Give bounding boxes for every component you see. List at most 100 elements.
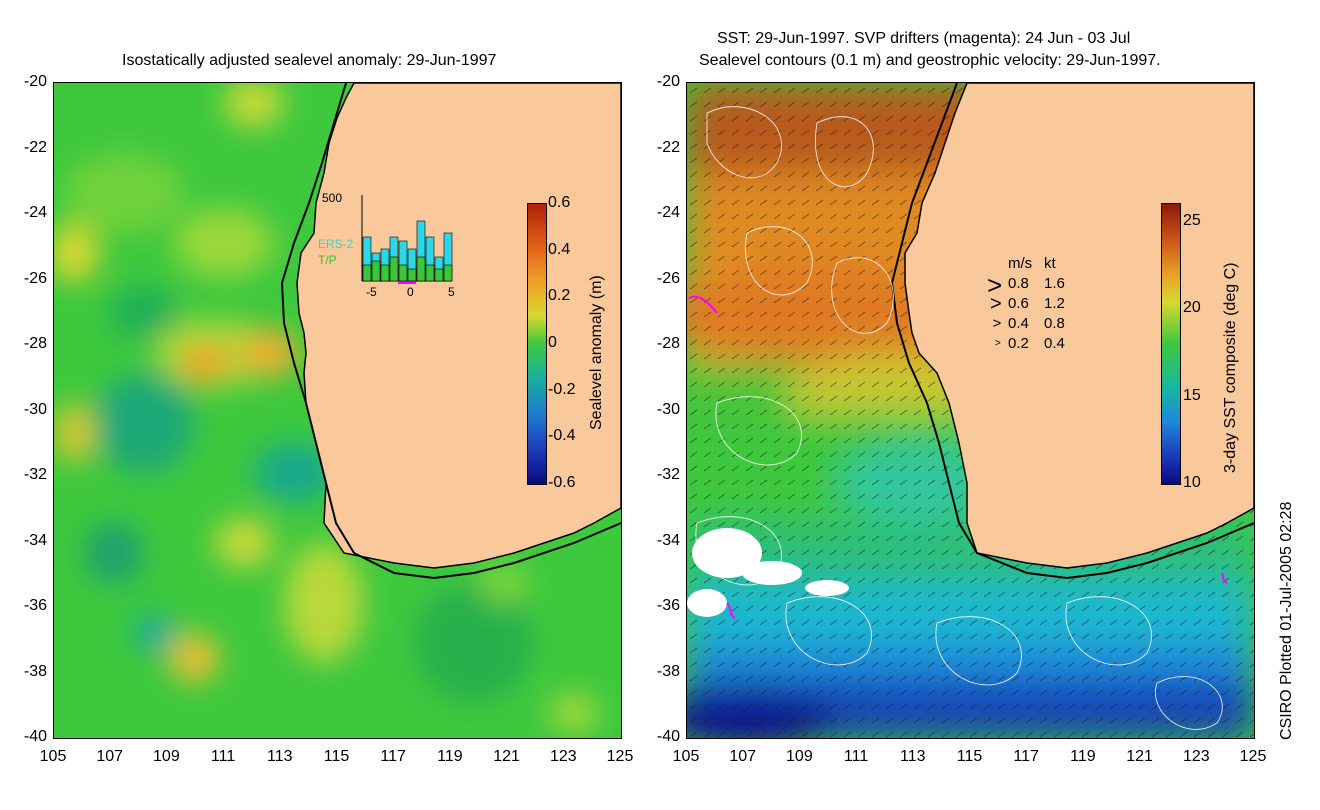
inset-tp-bar <box>443 264 453 282</box>
left_panel-x-tick: 117 <box>380 748 406 765</box>
velocity-legend: m/s kt >0.8 1.6 >0.6 1.2 >0.4 0.8 >0.2 0.4 <box>980 255 1090 355</box>
inset-tp-bar <box>398 264 408 282</box>
left_panel-x-tick: 109 <box>153 748 180 765</box>
sst-colorbar <box>1161 203 1181 485</box>
right_panel-y-tick: -40 <box>656 728 680 745</box>
sealevel-colorbar <box>527 203 547 485</box>
right_panel-y-tick: -28 <box>656 335 680 352</box>
inset-tp-bar <box>416 256 426 282</box>
right_panel-x-tick: 125 <box>1239 748 1267 765</box>
inset-tp-label: T/P <box>318 253 337 267</box>
left_panel-y-tick: -34 <box>23 531 47 549</box>
velocity-arrow-icon: > <box>990 292 1002 315</box>
right_panel-y-tick: -20 <box>656 73 680 90</box>
right_panel-x-tick: 107 <box>729 748 757 765</box>
right_panel-x-tick: 111 <box>843 748 869 765</box>
left_panel-colorbar-tick: 0 <box>548 334 557 351</box>
velocity-legend-header-ms: m/s <box>1008 255 1033 272</box>
right_panel-x-tick: 115 <box>956 748 983 765</box>
left_panel-x-tick: 119 <box>437 748 463 765</box>
inset-ers2-label: ERS-2 <box>318 237 354 251</box>
left_panel-y-tick: -36 <box>23 597 47 614</box>
left_panel-x-tick: 113 <box>267 748 293 765</box>
left_panel-y-tick: -26 <box>23 269 47 287</box>
velocity-legend-ms: 0.2 <box>1008 335 1029 352</box>
inset-tp-bar <box>434 268 444 282</box>
right_panel-y-tick: -30 <box>656 400 680 418</box>
sealevel-anomaly-map <box>53 82 622 739</box>
right_panel-x-tick: 117 <box>1013 748 1039 765</box>
left_panel-x-tick: 111 <box>210 748 236 765</box>
track-histogram-inset: 500 ERS-2 T/P -5 0 5 <box>310 185 470 305</box>
sst-map <box>686 82 1255 739</box>
sealevel-anomaly-map-svg <box>54 83 621 738</box>
velocity-arrow-icon: > <box>995 337 1001 349</box>
left_panel-y-tick: -20 <box>23 73 47 90</box>
left-panel-title: Isostatically adjusted sealevel anomaly:… <box>122 52 497 69</box>
right_panel-y-tick: -24 <box>656 204 680 221</box>
inset-histogram-svg <box>361 195 453 284</box>
right_panel-y-tick: -36 <box>656 597 680 614</box>
right_panel-x-tick: 113 <box>900 748 926 765</box>
left_panel-y-tick: -38 <box>23 662 47 680</box>
inset-tp-bar <box>380 264 390 282</box>
right_panel-x-tick: 105 <box>672 748 700 765</box>
left_panel-colorbar-tick: 0.4 <box>548 240 571 258</box>
footer-plot-credit: CSIRO Plotted 01-Jul-2005 02:28 <box>1278 501 1295 740</box>
right_panel-colorbar-tick: 25 <box>1183 211 1201 229</box>
inset-y-max-label: 500 <box>322 191 343 205</box>
left_panel-y-tick: -22 <box>23 138 47 156</box>
left_panel-x-tick: 115 <box>323 748 350 765</box>
left_panel-x-tick: 125 <box>606 748 634 765</box>
velocity-legend-kt: 0.4 <box>1044 335 1065 352</box>
velocity-legend-kt: 0.8 <box>1044 315 1065 332</box>
right_panel-y-tick: -32 <box>656 466 680 483</box>
velocity-arrow-icon: > <box>987 269 1003 300</box>
right_panel-y-tick: -26 <box>656 269 680 287</box>
right_panel-y-tick: -22 <box>656 138 680 156</box>
right_panel-y-tick: -34 <box>656 531 680 549</box>
left_panel-x-tick: 123 <box>549 748 577 765</box>
left_panel-y-tick: -30 <box>23 400 47 418</box>
inset-x-tick: 0 <box>407 285 414 299</box>
left_panel-y-tick: -24 <box>23 204 47 221</box>
right_panel-x-tick: 109 <box>786 748 813 765</box>
left_panel-x-tick: 121 <box>493 748 520 765</box>
inset-tp-bar <box>407 268 417 282</box>
right-panel-title-line1: SST: 29-Jun-1997. SVP drifters (magenta)… <box>717 30 1131 47</box>
left_panel-y-tick: -40 <box>23 728 47 745</box>
left_panel-x-tick: 105 <box>39 748 67 765</box>
velocity-legend-ms: 0.6 <box>1008 295 1029 312</box>
velocity-arrow-icon: > <box>992 315 1002 332</box>
left_panel-x-tick: 107 <box>96 748 124 765</box>
left_panel-colorbar-tick: -0.4 <box>548 427 576 445</box>
velocity-legend-kt: 1.2 <box>1044 295 1065 312</box>
right_panel-x-tick: 121 <box>1126 748 1153 765</box>
left_panel-colorbar-tick: 0.2 <box>548 287 571 305</box>
left_panel-colorbar-tick: -0.6 <box>548 474 576 491</box>
sst-colorbar-label: 3-day SST composite (deg C) <box>1222 262 1239 473</box>
sst-map-svg <box>687 83 1254 738</box>
left_panel-colorbar-tick: -0.2 <box>548 380 576 398</box>
velocity-legend-ms: 0.4 <box>1008 315 1029 332</box>
velocity-legend-ms: 0.8 <box>1008 275 1029 292</box>
inset-x-tick: 5 <box>448 285 455 299</box>
left_panel-colorbar-tick: 0.6 <box>548 194 571 211</box>
left_panel-y-tick: -28 <box>23 335 47 352</box>
inset-tp-bar <box>425 264 435 282</box>
right_panel-x-tick: 119 <box>1070 748 1096 765</box>
right_panel-colorbar-tick: 15 <box>1183 386 1201 404</box>
right_panel-x-tick: 123 <box>1182 748 1210 765</box>
sealevel-colorbar-label: Sealevel anomaly (m) <box>588 275 605 430</box>
right_panel-colorbar-tick: 20 <box>1183 299 1201 316</box>
inset-tp-bar <box>389 256 399 282</box>
right_panel-y-tick: -38 <box>656 662 680 680</box>
velocity-legend-kt: 1.6 <box>1044 275 1065 292</box>
left_panel-y-tick: -32 <box>23 466 47 483</box>
inset-tp-bar <box>362 264 372 282</box>
right-panel-title-line2: Sealevel contours (0.1 m) and geostrophi… <box>699 52 1161 69</box>
inset-x-tick: -5 <box>366 285 377 299</box>
velocity-legend-header-kt: kt <box>1044 255 1056 272</box>
inset-tp-bar <box>371 260 381 282</box>
right_panel-colorbar-tick: 10 <box>1183 474 1201 491</box>
